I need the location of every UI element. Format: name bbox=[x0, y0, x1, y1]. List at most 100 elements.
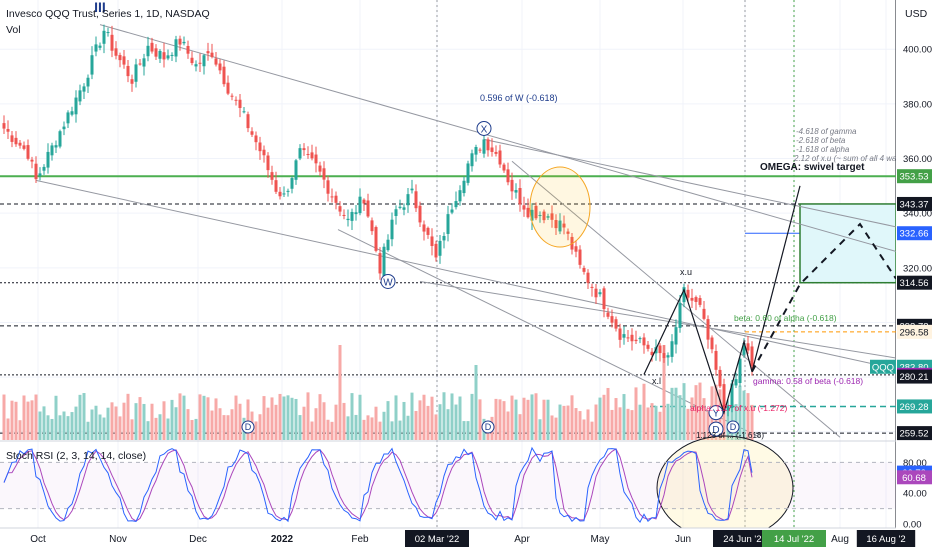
candle-body bbox=[506, 169, 510, 183]
candle-body bbox=[6, 129, 10, 132]
candle-body bbox=[190, 57, 194, 64]
volume-bar bbox=[578, 411, 582, 440]
volume-bar bbox=[234, 395, 238, 440]
stoch-tag-label: 60.68 bbox=[902, 473, 926, 484]
volume-bar bbox=[358, 394, 362, 440]
volume-bar bbox=[282, 396, 286, 440]
price-tick-label: 320.00 bbox=[903, 263, 932, 274]
d-marker: D bbox=[730, 422, 737, 432]
volume-bar bbox=[370, 417, 374, 440]
volume-bar bbox=[202, 395, 206, 440]
volume-bar bbox=[746, 393, 750, 440]
volume-bar bbox=[102, 417, 106, 440]
candle-body bbox=[430, 236, 434, 246]
time-tick-label: Feb bbox=[351, 534, 369, 545]
candle-body bbox=[186, 45, 190, 54]
candle-body bbox=[694, 297, 698, 302]
volume-bar bbox=[246, 399, 250, 440]
volume-bar bbox=[598, 397, 602, 440]
volume-bar bbox=[194, 418, 198, 440]
symbol-tag: QQQ bbox=[872, 362, 894, 373]
candle-body bbox=[594, 288, 598, 298]
candle-body bbox=[90, 55, 94, 75]
candle-body bbox=[330, 196, 334, 198]
time-tag-label: 24 Jun '22 bbox=[723, 534, 767, 545]
price-tag-bg bbox=[897, 169, 932, 184]
volume-bar bbox=[618, 407, 622, 440]
candle-body bbox=[494, 151, 498, 154]
candle-body bbox=[370, 220, 374, 232]
volume-bar bbox=[278, 393, 282, 440]
candle-body bbox=[622, 334, 626, 338]
candle-body bbox=[30, 159, 34, 162]
volume-bar bbox=[634, 387, 638, 440]
candle-body bbox=[690, 297, 694, 301]
volume-bar bbox=[50, 418, 54, 440]
candle-body bbox=[750, 346, 754, 367]
volume-bar bbox=[602, 394, 606, 440]
candle-body bbox=[566, 231, 570, 234]
candle-body bbox=[282, 193, 286, 195]
volume-bar bbox=[438, 404, 442, 440]
volume-bar bbox=[158, 414, 162, 440]
volume-bar bbox=[166, 418, 170, 440]
candle-body bbox=[262, 149, 266, 156]
candle-body bbox=[74, 97, 78, 115]
candle-body bbox=[126, 65, 130, 77]
candle-body bbox=[254, 135, 258, 143]
volume-bar bbox=[682, 383, 686, 440]
volume-bar bbox=[218, 408, 222, 440]
volume-bar bbox=[326, 419, 330, 440]
volume-bar bbox=[134, 403, 138, 440]
candle-body bbox=[38, 173, 42, 176]
volume-bar bbox=[622, 394, 626, 440]
annotation-text: alpha: 1.27 of x.u (-1.272) bbox=[690, 403, 788, 413]
candle-body bbox=[182, 41, 186, 44]
annotation-text: beta: 0.60 of alpha (-0.618) bbox=[734, 313, 837, 323]
volume-bar bbox=[582, 419, 586, 440]
volume-bar bbox=[554, 417, 558, 440]
volume-bar bbox=[66, 416, 70, 440]
volume-bar bbox=[150, 403, 154, 440]
price-tag-bg bbox=[897, 196, 932, 211]
price-tag-label: 314.56 bbox=[899, 278, 928, 289]
price-tag-label: 332.66 bbox=[899, 229, 928, 240]
annotation-text: 1.123 of ... (-1.618) bbox=[696, 431, 764, 440]
candle-body bbox=[326, 180, 330, 194]
volume-bar bbox=[222, 415, 226, 440]
volume-bar bbox=[354, 414, 358, 440]
volume-bar bbox=[550, 415, 554, 440]
candle-body bbox=[730, 383, 734, 408]
time-tick-label: Apr bbox=[514, 534, 530, 545]
price-tag-label: 353.53 bbox=[899, 172, 928, 183]
candle-body bbox=[682, 287, 686, 303]
volume-bar bbox=[274, 404, 278, 440]
volume-bar bbox=[266, 407, 270, 440]
volume-bar bbox=[298, 415, 302, 440]
volume-bar bbox=[642, 383, 646, 440]
candle-body bbox=[358, 196, 362, 214]
candle-body bbox=[374, 227, 378, 251]
volume-bar bbox=[426, 405, 430, 440]
price-tag-label: 296.58 bbox=[899, 327, 928, 338]
volume-bar bbox=[198, 394, 202, 440]
volume-bar bbox=[462, 421, 466, 440]
annotation-text: OMEGA: swivel target bbox=[760, 162, 865, 173]
candle-body bbox=[230, 95, 234, 97]
candle-body bbox=[586, 272, 590, 283]
volume-bar bbox=[414, 410, 418, 440]
price-tag-bg bbox=[897, 426, 932, 441]
candle-body bbox=[574, 246, 578, 252]
candle-body bbox=[322, 168, 326, 180]
volume-bar bbox=[562, 405, 566, 440]
volume-bar bbox=[114, 406, 118, 440]
time-tick-label: May bbox=[591, 534, 610, 545]
candle-body bbox=[274, 180, 278, 192]
candle-body bbox=[722, 384, 726, 411]
candle-body bbox=[418, 205, 422, 223]
pattern-legs bbox=[643, 288, 753, 415]
candle-body bbox=[470, 153, 474, 167]
volume-bar bbox=[310, 421, 314, 440]
volume-bar bbox=[138, 397, 142, 440]
